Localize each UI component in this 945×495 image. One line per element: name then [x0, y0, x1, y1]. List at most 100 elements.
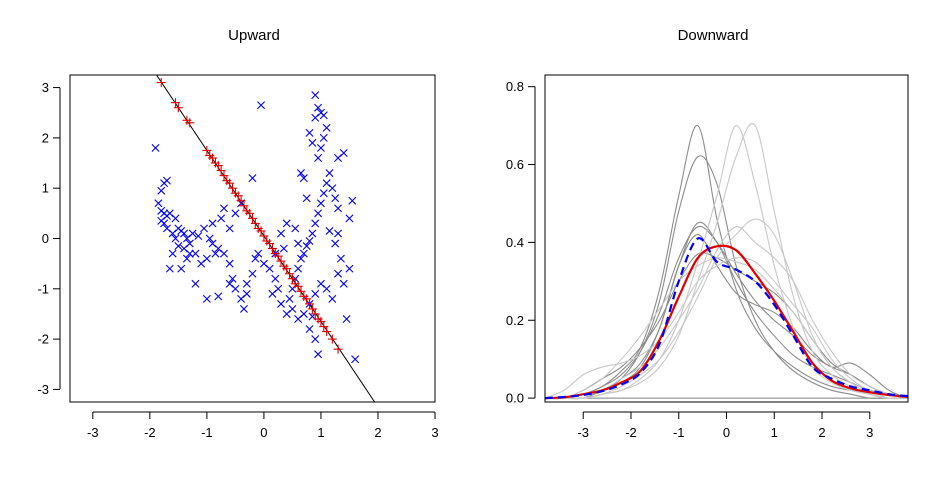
red-plus-point	[233, 191, 243, 201]
blue-x-point	[160, 219, 169, 228]
blue-x-point	[334, 229, 343, 238]
red-plus-point	[216, 166, 226, 176]
y-tick-label: 1	[42, 181, 49, 196]
blue-x-point	[171, 234, 180, 243]
x-tick-label: 2	[818, 425, 825, 440]
blue-x-point	[319, 133, 328, 142]
blue-x-point	[211, 249, 220, 258]
blue-x-point	[311, 91, 320, 100]
red-plus-point	[287, 274, 297, 284]
red-plus-point	[285, 269, 295, 279]
blue-x-point	[151, 143, 160, 152]
blue-x-point	[331, 239, 340, 248]
blue-x-point	[345, 264, 354, 273]
red-plus-point	[327, 334, 337, 344]
blue-x-point	[314, 350, 323, 359]
blue-x-point	[219, 204, 228, 213]
red-plus-point	[310, 309, 320, 319]
blue-x-point	[334, 204, 343, 213]
x-tick-label: 3	[866, 425, 873, 440]
upward-panel: Upward -3 -2 -1 0 1 2 3 3 2 1 0 -1 -2 -3	[37, 27, 438, 440]
blue-x-point	[277, 299, 286, 308]
red-plus-point	[173, 103, 183, 113]
x-tick-label: -2	[625, 425, 637, 440]
red-plus-point	[322, 327, 332, 337]
blue-x-point	[311, 289, 320, 298]
upward-marks	[151, 75, 376, 402]
red-plus-point	[316, 317, 326, 327]
blue-x-point	[279, 244, 288, 253]
blue-x-point	[254, 249, 263, 258]
blue-x-point	[257, 101, 266, 110]
blue-x-point	[185, 249, 194, 258]
blue-x-point	[271, 274, 280, 283]
red-plus-point	[219, 171, 229, 181]
blue-x-point	[205, 234, 214, 243]
blue-x-point	[200, 224, 209, 233]
red-plus-point	[302, 294, 312, 304]
blue-x-point	[299, 249, 308, 258]
red-plus-point	[256, 226, 266, 236]
blue-x-point	[308, 229, 317, 238]
blue-x-point	[305, 325, 314, 334]
blue-x-point	[348, 196, 357, 205]
red-plus-point	[239, 201, 249, 211]
blue-x-point	[225, 224, 234, 233]
blue-x-point	[296, 169, 305, 178]
blue-x-point	[345, 214, 354, 223]
red-plus-point	[296, 286, 306, 296]
lightgray-density-curve	[545, 257, 908, 399]
blue-x-point	[268, 289, 277, 298]
y-tick-label: 0.0	[506, 391, 524, 406]
y-tick-label: 0.4	[506, 235, 524, 250]
red-plus-point	[250, 218, 260, 228]
blue-x-point	[294, 315, 303, 323]
downward-title: Downward	[678, 27, 749, 44]
blue-x-point	[180, 229, 189, 238]
blue-x-point	[242, 289, 251, 298]
blue-x-point	[339, 148, 348, 157]
red-plus-point	[267, 244, 277, 254]
blue-x-point	[328, 184, 337, 193]
blue-x-point	[308, 138, 317, 147]
y-tick-label: -1	[37, 281, 49, 296]
x-tick-label: 1	[317, 425, 324, 440]
red-plus-point	[228, 183, 238, 193]
blue-x-point	[177, 264, 186, 273]
blue-x-point	[314, 154, 323, 162]
red-plus-point	[156, 78, 166, 88]
blue-x-point	[194, 231, 203, 240]
blue-x-point	[214, 292, 223, 301]
red-plus-point	[276, 256, 286, 266]
blue-x-point	[296, 254, 305, 263]
red-plus-point	[171, 98, 181, 108]
y-tick-label: 0.8	[506, 79, 524, 94]
blue-x-point	[157, 186, 166, 195]
blue-x-point	[342, 315, 351, 323]
x-tick-label: 3	[431, 425, 438, 440]
blue-x-point	[314, 209, 323, 218]
blue-x-point	[219, 249, 228, 258]
blue-x-point	[334, 269, 343, 278]
blue-x-point	[302, 194, 311, 203]
y-tick-label: 3	[42, 80, 49, 95]
red-plus-point	[259, 231, 269, 241]
x-tick-label: -2	[144, 425, 156, 440]
x-tick-label: 1	[771, 425, 778, 440]
blue-x-point	[231, 209, 240, 218]
blue-x-point	[208, 219, 217, 228]
blue-x-point	[217, 214, 226, 223]
blue-x-point	[248, 269, 257, 278]
fit-line	[155, 75, 376, 402]
red-plus-point	[245, 208, 255, 218]
blue-x-point	[328, 294, 337, 303]
red-plus-point	[265, 239, 275, 249]
blue-x-point	[288, 304, 297, 313]
red-density-curve	[545, 244, 908, 400]
red-plus-point	[273, 251, 283, 261]
y-tick-label: 2	[42, 130, 49, 145]
red-plus-point	[319, 322, 329, 332]
blue-density-curve	[545, 237, 908, 400]
downward-panel: Downward -3 -2 -1 0 1 2 3 0.0 0.2 0.4 0.6 0.8	[506, 27, 909, 440]
